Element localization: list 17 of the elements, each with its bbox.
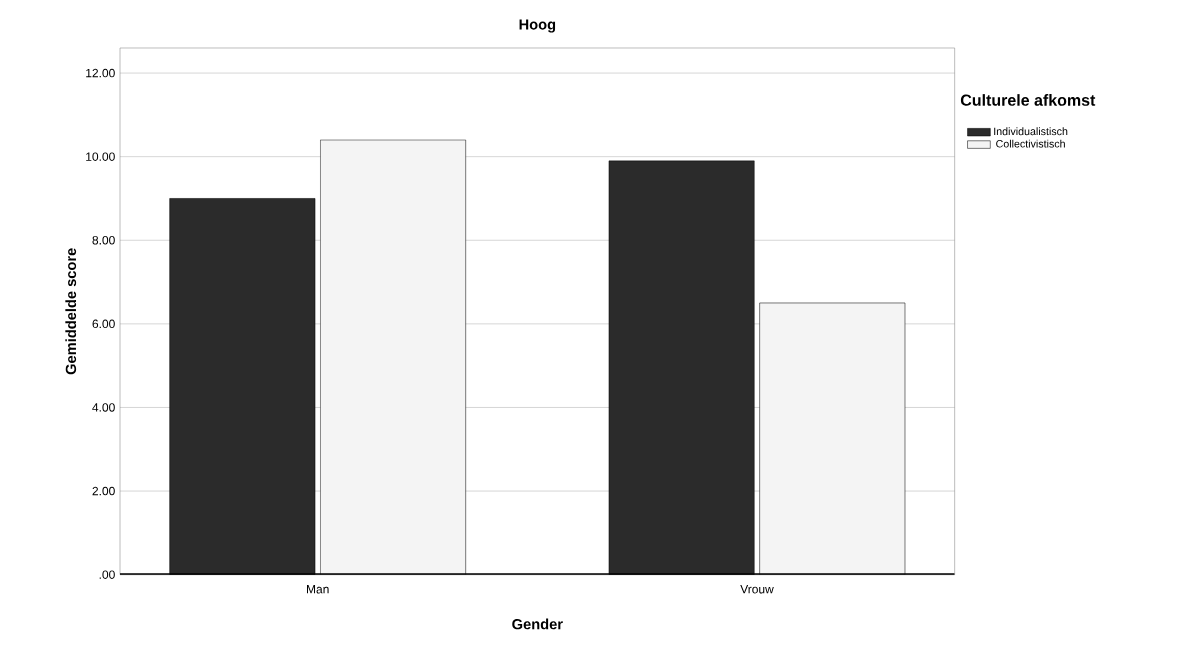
y-tick-label: .00: [99, 570, 115, 579]
legend-label: Collectivistisch: [996, 139, 1065, 148]
y-tick-label: 6.00: [92, 319, 115, 329]
y-axis-title: Gemiddelde score: [65, 248, 77, 375]
x-tick-label: Man: [307, 585, 329, 594]
y-tick-label: 2.00: [92, 486, 115, 496]
x-axis-title: Gender: [512, 618, 563, 630]
legend-label: Individualistisch: [994, 127, 1068, 136]
chart-title: Hoog: [519, 19, 556, 33]
y-tick-label: 4.00: [92, 403, 115, 412]
y-tick-label: 8.00: [92, 236, 115, 245]
y-tick-label: 10.00: [86, 152, 115, 161]
bar: [169, 198, 316, 575]
y-tick-label: 12.00: [86, 68, 115, 78]
legend-title: Culturele afkomst: [960, 94, 1096, 106]
bar: [608, 160, 755, 575]
x-tick-label: Vrouw: [740, 585, 774, 594]
